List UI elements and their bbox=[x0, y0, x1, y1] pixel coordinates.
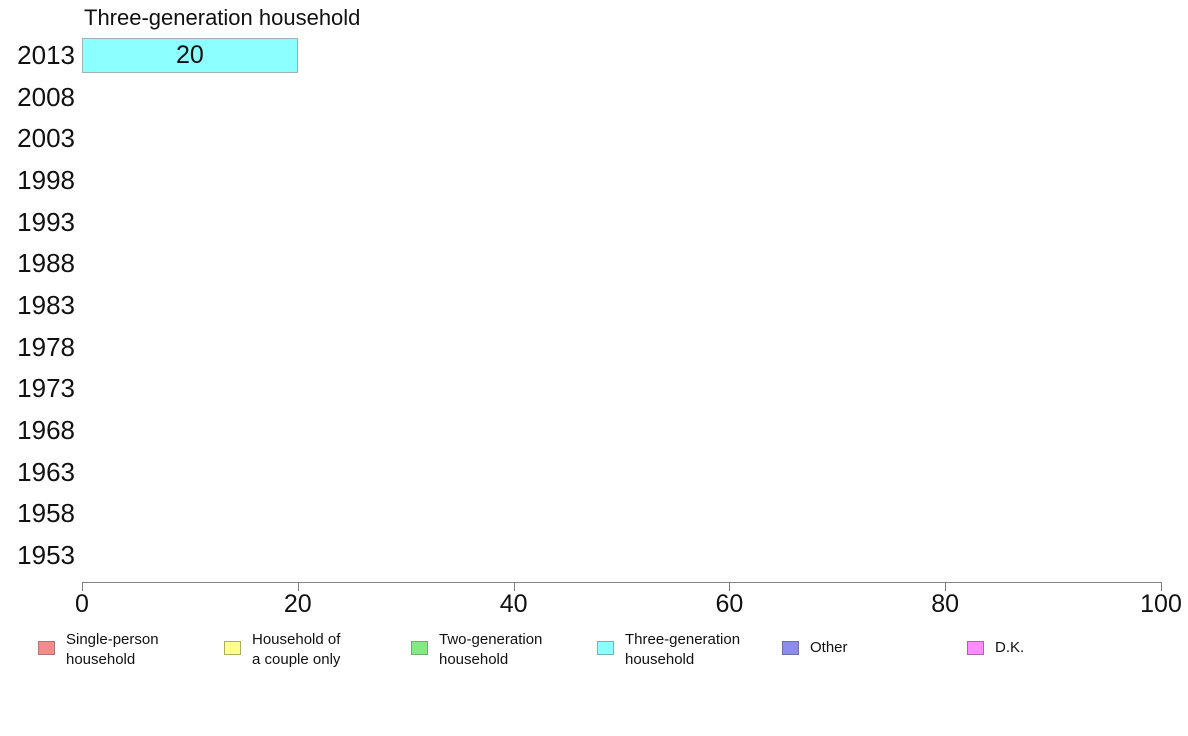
y-axis-label: 1993 bbox=[17, 206, 75, 237]
legend-label: Other bbox=[810, 638, 848, 658]
x-axis-tick-label: 60 bbox=[715, 590, 744, 618]
x-axis-tick bbox=[82, 583, 83, 591]
y-axis-label: 1983 bbox=[17, 290, 75, 321]
y-axis-label: 2008 bbox=[17, 81, 75, 112]
legend-label-line: Single-person bbox=[66, 631, 159, 648]
y-axis-label: 1978 bbox=[17, 331, 75, 362]
y-axis-label: 1973 bbox=[17, 373, 75, 404]
legend-label: Two-generation household bbox=[439, 630, 542, 670]
legend-label-line: Three-generation bbox=[625, 631, 741, 648]
x-axis-tick-label: 20 bbox=[283, 590, 312, 618]
legend-label: Single-person household bbox=[66, 630, 159, 670]
bar-value-label: 20 bbox=[175, 40, 204, 69]
x-axis-tick-label: 100 bbox=[1140, 590, 1182, 618]
y-axis-label: 1958 bbox=[17, 498, 75, 529]
y-axis-label: 1953 bbox=[17, 540, 75, 571]
legend-label-line: D.K. bbox=[995, 639, 1025, 656]
legend-label-line: household bbox=[625, 651, 695, 668]
legend-label: D.K. bbox=[995, 638, 1024, 658]
legend-label-line: Other bbox=[810, 639, 848, 656]
x-axis-tick bbox=[297, 583, 299, 591]
legend-label: Household of a couple only bbox=[252, 630, 340, 670]
x-axis-tick bbox=[513, 583, 515, 591]
x-axis-tick bbox=[1161, 583, 1162, 591]
y-axis-label: 1988 bbox=[17, 248, 75, 279]
legend-label: Three-generation household bbox=[625, 630, 740, 670]
legend-label-line: Household of bbox=[252, 631, 341, 648]
legend-swatch bbox=[224, 641, 241, 655]
x-axis-line bbox=[82, 582, 1162, 583]
y-axis-label: 1968 bbox=[17, 415, 75, 446]
legend-swatch bbox=[38, 641, 55, 655]
bar: 20 bbox=[82, 37, 298, 73]
legend-swatch bbox=[967, 641, 984, 655]
x-axis-tick-label: 40 bbox=[499, 590, 528, 618]
x-axis-tick bbox=[729, 583, 731, 591]
y-axis-label: 1998 bbox=[17, 165, 75, 195]
legend-swatch bbox=[782, 641, 799, 655]
legend-swatch bbox=[411, 641, 428, 655]
y-axis-label: 2013 bbox=[17, 40, 75, 70]
legend-swatch bbox=[597, 641, 614, 655]
x-axis-tick-label: 0 bbox=[75, 590, 89, 618]
legend-label-line: household bbox=[439, 651, 509, 668]
y-axis-label: 1963 bbox=[17, 456, 75, 487]
legend-label-line: Two-generation bbox=[439, 631, 543, 648]
x-axis-tick-label: 80 bbox=[931, 590, 960, 618]
chart-title: Three-generation household bbox=[84, 5, 361, 30]
y-axis-label: 2003 bbox=[17, 123, 75, 154]
x-axis-tick bbox=[945, 583, 947, 591]
legend-label-line: household bbox=[66, 651, 136, 668]
legend-label-line: a couple only bbox=[252, 651, 341, 668]
